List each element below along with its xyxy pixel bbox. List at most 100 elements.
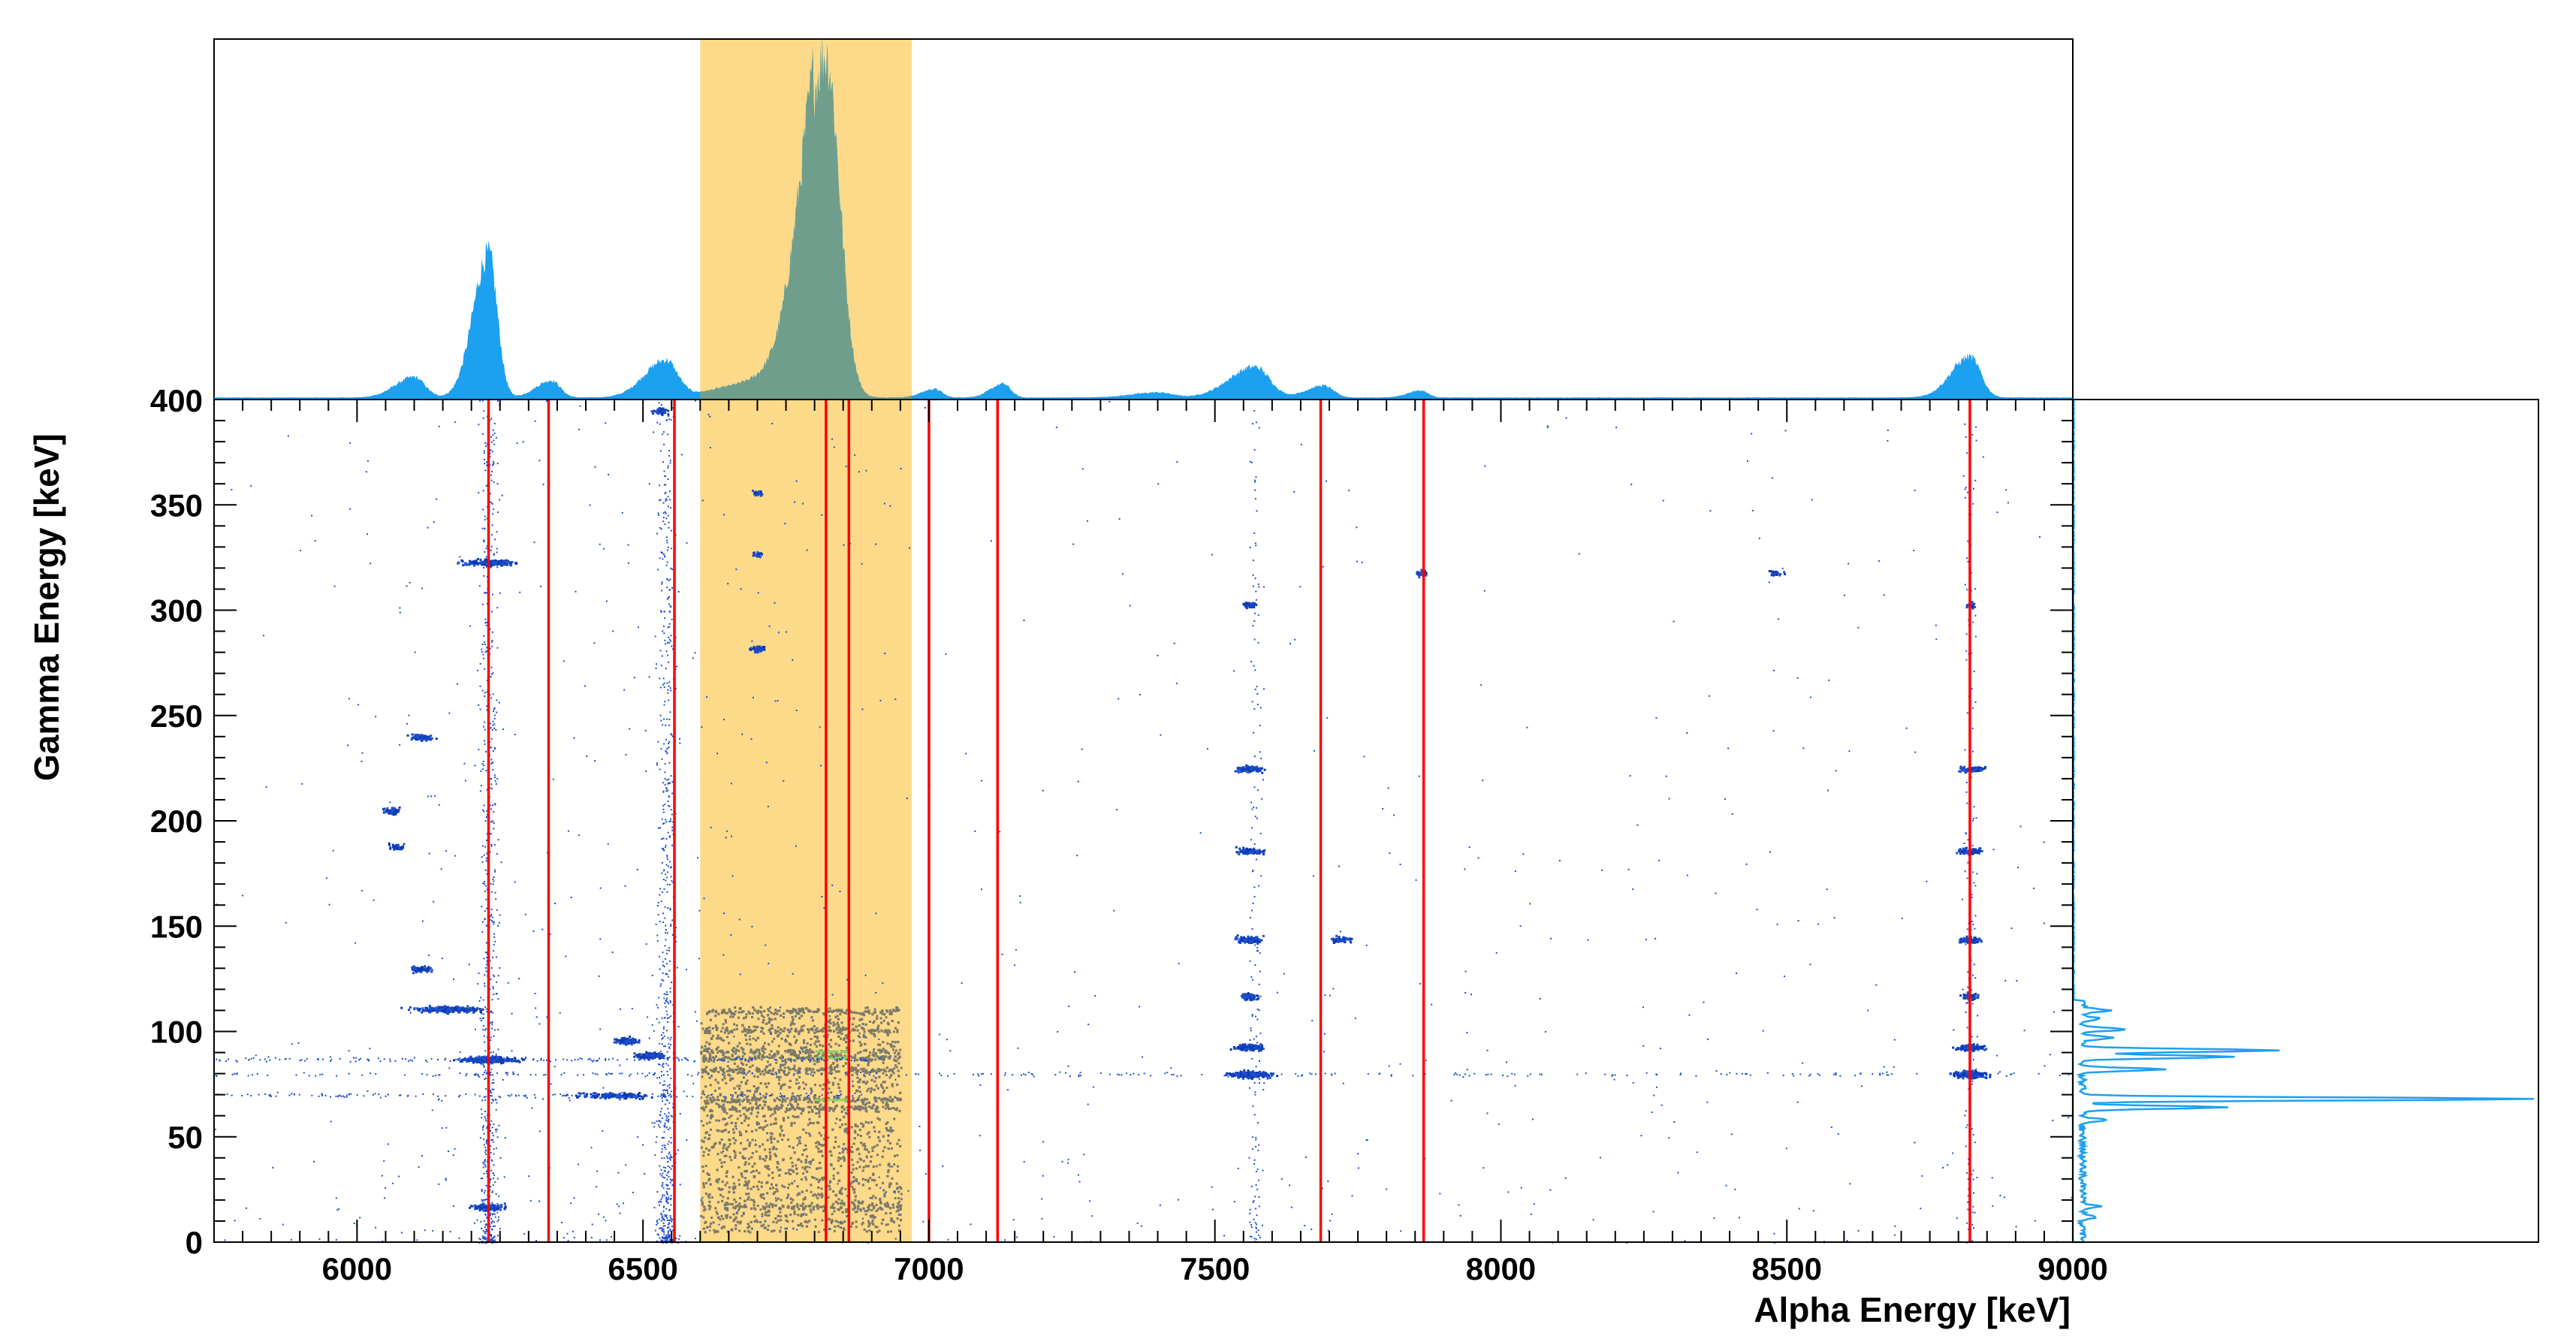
- dense-point: [881, 1223, 883, 1225]
- dense-point: [805, 1159, 807, 1161]
- dense-point: [737, 1095, 739, 1097]
- dense-point: [770, 1115, 772, 1117]
- dense-point: [809, 1048, 811, 1051]
- dense-point: [794, 1108, 796, 1111]
- dense-point: [859, 1208, 861, 1211]
- dense-point: [793, 1205, 795, 1208]
- dense-point: [767, 1008, 769, 1010]
- dense-point: [854, 1132, 856, 1134]
- dense-point: [799, 1224, 801, 1226]
- dense-point: [873, 1179, 876, 1181]
- dense-point: [771, 1012, 773, 1014]
- dense-point: [890, 1074, 892, 1076]
- dense-point: [777, 1035, 779, 1037]
- dense-point: [713, 1060, 715, 1063]
- dense-point: [759, 1053, 761, 1055]
- dense-point: [714, 1015, 716, 1017]
- dense-point: [852, 1028, 855, 1030]
- dense-point: [871, 1222, 873, 1224]
- dense-point: [773, 1147, 775, 1149]
- dense-point: [783, 1070, 786, 1072]
- dense-point: [813, 1042, 816, 1045]
- dense-point: [751, 1130, 753, 1132]
- dense-point: [855, 1168, 858, 1170]
- dense-point: [766, 1132, 768, 1135]
- dense-point: [737, 1085, 739, 1087]
- dense-point: [799, 1068, 801, 1070]
- dense-point: [757, 1037, 759, 1039]
- dense-point: [877, 1025, 879, 1027]
- dense-point: [859, 1202, 861, 1204]
- dense-point: [738, 1110, 741, 1112]
- dense-point: [743, 1076, 745, 1078]
- dense-point: [792, 1162, 794, 1164]
- dense-point: [883, 1069, 885, 1071]
- dense-point: [845, 1211, 847, 1213]
- dense-point: [757, 1075, 759, 1078]
- dense-point: [798, 1095, 801, 1097]
- dense-point: [748, 1226, 750, 1228]
- dense-point: [754, 1090, 756, 1093]
- dense-point: [811, 1176, 813, 1178]
- dense-point: [810, 1211, 812, 1213]
- dense-point: [745, 1039, 747, 1041]
- dense-point: [803, 1039, 805, 1042]
- dense-point: [744, 1053, 746, 1055]
- dense-point: [789, 1012, 792, 1014]
- dense-point: [792, 1220, 794, 1223]
- dense-point: [739, 1152, 741, 1154]
- dense-point: [741, 1091, 743, 1093]
- dense-point: [853, 1012, 855, 1014]
- dense-point: [861, 1068, 863, 1070]
- dense-point: [873, 1207, 875, 1209]
- dense-point: [787, 1066, 789, 1069]
- dense-point: [852, 1057, 854, 1059]
- dense-point: [864, 1049, 867, 1051]
- dense-point: [722, 1039, 725, 1042]
- dense-point: [889, 1043, 891, 1045]
- dense-point: [839, 1190, 841, 1193]
- dense-point: [876, 1100, 878, 1102]
- dense-point: [820, 1108, 822, 1111]
- dense-point: [731, 1054, 734, 1056]
- dense-point: [742, 1107, 744, 1109]
- dense-point: [839, 1152, 841, 1154]
- dense-point: [827, 1136, 829, 1138]
- dense-point: [873, 1166, 875, 1168]
- dense-point: [864, 1010, 867, 1012]
- dense-point: [818, 1142, 820, 1144]
- dense-point: [833, 1021, 835, 1024]
- dense-point: [731, 1069, 734, 1071]
- dense-point: [798, 1142, 801, 1144]
- dense-point: [744, 1230, 746, 1232]
- dense-point: [797, 1137, 799, 1139]
- dense-point: [763, 1010, 765, 1012]
- dense-point: [731, 1059, 733, 1061]
- dense-point: [734, 1142, 736, 1144]
- dense-point: [715, 1011, 717, 1013]
- dense-point: [708, 1178, 710, 1180]
- dense-point: [717, 1071, 719, 1073]
- dense-point: [852, 1208, 855, 1211]
- dense-point: [750, 1112, 753, 1114]
- dense-point: [863, 1028, 865, 1030]
- dense-point: [702, 1124, 704, 1126]
- dense-point: [760, 1030, 762, 1033]
- dense-point: [781, 1129, 783, 1132]
- dense-point: [803, 1087, 805, 1090]
- dense-point: [711, 1110, 713, 1112]
- dense-point: [894, 1027, 897, 1030]
- dense-point: [891, 1148, 893, 1150]
- dense-point: [738, 1207, 741, 1209]
- dense-point: [818, 1108, 820, 1110]
- dense-point: [892, 1204, 894, 1206]
- dense-point: [867, 1122, 870, 1124]
- dense-point: [841, 1187, 843, 1190]
- dense-point: [745, 1035, 747, 1037]
- dense-point: [803, 1024, 805, 1027]
- dense-point: [744, 1177, 747, 1179]
- dense-point: [897, 1041, 899, 1043]
- dense-point: [792, 1115, 795, 1117]
- dense-point: [844, 1054, 846, 1057]
- dense-point: [889, 1012, 891, 1015]
